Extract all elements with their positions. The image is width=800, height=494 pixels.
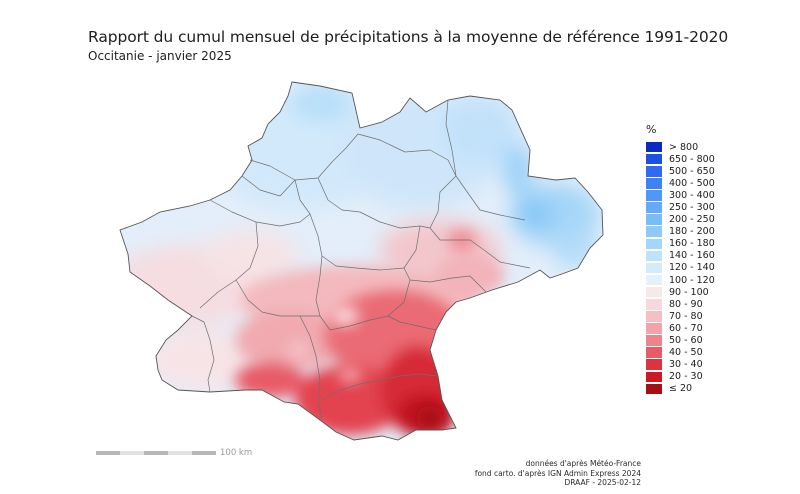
legend-swatch (646, 383, 662, 395)
legend-label: 60 - 70 (669, 322, 703, 334)
legend-swatch (646, 298, 662, 310)
legend-row: 200 - 250 (646, 214, 715, 226)
legend-label: 650 - 800 (669, 153, 715, 165)
border-aude-po (321, 373, 439, 401)
legend-row: 60 - 70 (646, 322, 715, 334)
scale-label: 100 km (220, 448, 253, 458)
legend-swatch (646, 202, 662, 213)
credit-line: données d'après Météo-France (525, 459, 641, 468)
border-tarn-herault (403, 225, 487, 293)
legend-row: 90 - 100 (646, 286, 715, 298)
legend-classes: > 800 650 - 800 500 - 650 400 - 500 300 - 40… (646, 141, 715, 395)
border-gard-herault (429, 175, 531, 269)
border-aude-ariege (299, 315, 323, 421)
legend-row: 300 - 400 (646, 189, 715, 201)
border-hg-tarn (315, 255, 331, 331)
legend-unit: % (646, 123, 657, 136)
legend-swatch (646, 371, 662, 383)
legend-label: 500 - 650 (669, 165, 715, 177)
legend-row: 70 - 80 (646, 310, 715, 322)
legend-swatch (646, 262, 662, 274)
legend-label: ≤ 20 (669, 383, 693, 395)
scale-segment (168, 451, 192, 455)
legend-label: 40 - 50 (669, 347, 703, 359)
legend-label: > 800 (669, 141, 699, 153)
occitanie-outline (119, 81, 604, 441)
legend-swatch (646, 190, 662, 201)
legend-swatch (646, 274, 662, 286)
legend-row: 80 - 90 (646, 298, 715, 310)
legend-row: 180 - 200 (646, 226, 715, 238)
legend: % > 800 650 - 800 500 - 650 400 - 500 300 - … (646, 123, 715, 395)
legend-label: 90 - 100 (669, 286, 709, 298)
legend-row: 250 - 300 (646, 201, 715, 213)
legend-label: 140 - 160 (669, 250, 715, 262)
border-aveyron-tarn (317, 177, 431, 229)
legend-label: 160 - 180 (669, 238, 715, 250)
legend-swatch (646, 141, 662, 153)
credit-line: DRAAF - 2025-02-12 (564, 478, 641, 488)
legend-swatch (646, 165, 662, 177)
legend-row: 400 - 500 (646, 177, 715, 189)
border-hg-ariege (235, 279, 320, 317)
legend-swatch (646, 178, 662, 189)
department-borders (191, 99, 531, 421)
legend-row: 20 - 30 (646, 371, 715, 383)
legend-swatch (646, 250, 662, 262)
credit-line: fond carto. d'après IGN Admin Express 20… (474, 468, 641, 478)
map-subtitle: Occitanie - janvier 2025 (88, 49, 232, 63)
border-hp-hg (191, 315, 215, 393)
legend-row: 500 - 650 (646, 165, 715, 177)
legend-label: 180 - 200 (669, 226, 715, 238)
legend-label: 80 - 90 (669, 298, 703, 310)
border-lozere-gard (445, 99, 526, 221)
legend-label: 20 - 30 (669, 371, 703, 383)
border-gers-tg (209, 199, 311, 227)
legend-swatch (646, 359, 662, 371)
legend-row: ≤ 20 (646, 383, 715, 395)
legend-row: 160 - 180 (646, 238, 715, 250)
legend-row: 650 - 800 (646, 153, 715, 165)
legend-label: 120 - 140 (669, 262, 715, 274)
legend-swatch (646, 153, 662, 165)
legend-row: 140 - 160 (646, 250, 715, 262)
legend-swatch (646, 214, 662, 225)
legend-row: > 800 (646, 141, 715, 153)
legend-row: 120 - 140 (646, 262, 715, 274)
legend-row: 100 - 120 (646, 274, 715, 286)
legend-label: 30 - 40 (669, 359, 703, 371)
border-gers-hg (199, 221, 259, 309)
scale-segment (96, 451, 120, 455)
scale-segment (120, 451, 144, 455)
legend-swatch (646, 323, 662, 334)
legend-swatch (646, 335, 662, 346)
credits: données d'après Météo-France fond carto.… (475, 459, 641, 488)
legend-swatch (646, 286, 662, 298)
border-aude-herault (387, 315, 437, 331)
legend-label: 400 - 500 (669, 177, 715, 189)
scale-segment (192, 451, 216, 455)
border-aveyron-lozere (357, 133, 457, 177)
legend-row: 30 - 40 (646, 359, 715, 371)
legend-label: 50 - 60 (669, 335, 703, 347)
legend-swatch (646, 311, 662, 322)
legend-label: 200 - 250 (669, 214, 715, 226)
legend-label: 70 - 80 (669, 310, 703, 322)
scale-bar: 100 km (96, 448, 252, 458)
border-lot-tg (241, 175, 296, 197)
map-title: Rapport du cumul mensuel de précipitatio… (88, 28, 729, 46)
legend-swatch (646, 238, 662, 250)
border-aude-tarn (329, 279, 411, 331)
legend-label: 250 - 300 (669, 202, 715, 214)
legend-label: 300 - 400 (669, 189, 715, 201)
scale-segment (144, 451, 168, 455)
legend-row: 50 - 60 (646, 335, 715, 347)
legend-swatch (646, 347, 662, 358)
legend-swatch (646, 226, 662, 237)
legend-row: 40 - 50 (646, 347, 715, 359)
legend-label: 100 - 120 (669, 274, 715, 286)
